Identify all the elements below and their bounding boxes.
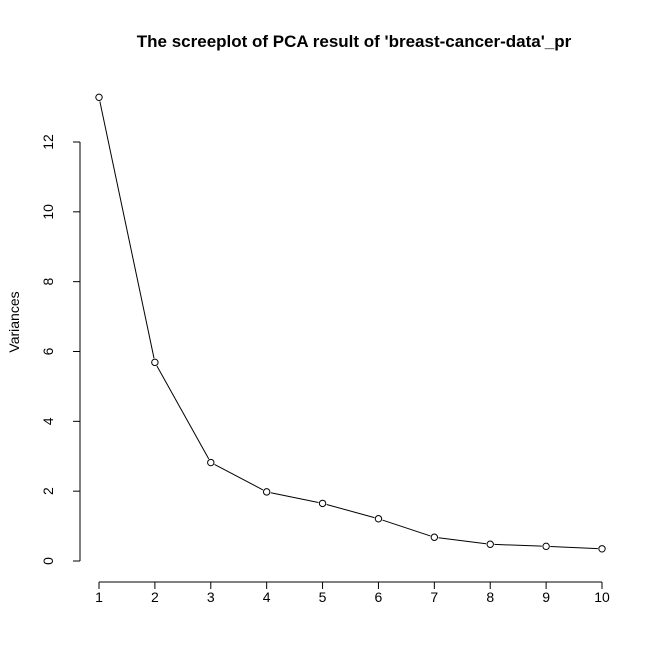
data-point	[542, 542, 550, 551]
series-segment	[438, 537, 487, 545]
x-axis: 1 2 3 4 5 6 7 8 9 10	[95, 581, 610, 605]
x-tick-label: 10	[594, 589, 610, 605]
data-point	[318, 499, 327, 508]
series-segment	[270, 492, 319, 504]
y-axis-label: Variances	[6, 291, 22, 352]
x-tick-label: 4	[263, 589, 271, 605]
x-tick-label: 8	[486, 589, 494, 605]
series-segment	[99, 101, 155, 359]
data-point	[262, 488, 271, 496]
y-tick-label: 10	[40, 204, 56, 220]
data-point	[207, 458, 215, 467]
x-tick-label: 5	[319, 589, 327, 605]
y-tick-label: 6	[40, 347, 56, 355]
data-point	[374, 515, 383, 523]
x-tick-label: 7	[430, 589, 438, 605]
series-segment	[156, 365, 210, 460]
x-tick-label: 2	[151, 589, 159, 605]
x-tick-label: 9	[542, 589, 550, 605]
data-point	[598, 545, 606, 553]
variance-series	[95, 93, 606, 553]
series-segment	[382, 519, 431, 537]
x-tick-label: 6	[375, 589, 383, 605]
series-segment	[550, 546, 598, 550]
y-tick-label: 8	[40, 278, 56, 286]
series-segment	[494, 543, 542, 547]
y-tick-label: 4	[40, 417, 56, 425]
chart-title: The screeplot of PCA result of 'breast-c…	[137, 32, 572, 51]
data-point	[95, 93, 103, 102]
y-tick-label: 0	[40, 557, 56, 565]
x-tick-label: 3	[207, 589, 215, 605]
y-axis: 0 2 4 6 8 10 12	[40, 134, 81, 565]
data-point	[430, 533, 439, 541]
data-point	[486, 540, 494, 548]
series-segment	[326, 504, 375, 519]
series-segment	[214, 464, 264, 491]
y-tick-label: 2	[40, 487, 56, 495]
x-tick-label: 1	[95, 589, 103, 605]
y-tick-label: 12	[40, 134, 56, 150]
data-point	[151, 358, 159, 367]
